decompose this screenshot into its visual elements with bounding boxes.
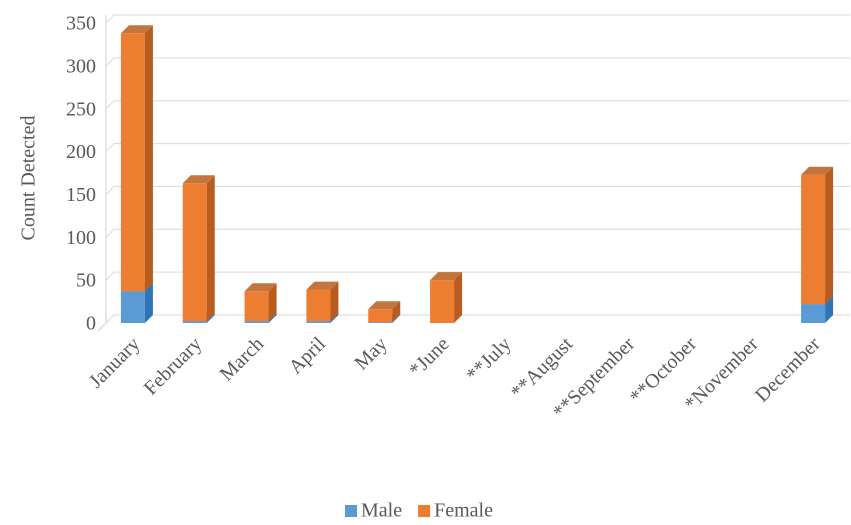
bar-top xyxy=(182,175,215,184)
bar xyxy=(368,322,393,323)
legend-label: Female xyxy=(434,500,493,522)
bar-top xyxy=(801,166,834,175)
bar xyxy=(244,321,269,323)
grid-line xyxy=(105,14,850,24)
x-tick-label: December xyxy=(751,333,825,407)
bar xyxy=(306,321,331,323)
legend-swatch xyxy=(418,505,431,517)
bar-top xyxy=(368,301,401,310)
bar xyxy=(368,309,393,323)
grid-line xyxy=(105,228,850,238)
x-tick-label: April xyxy=(285,333,331,379)
bar-side xyxy=(144,25,153,292)
bar xyxy=(430,280,455,323)
bar-side xyxy=(454,272,463,323)
grid-line xyxy=(105,185,850,195)
bar-top xyxy=(244,283,277,292)
y-tick-label: 150 xyxy=(66,184,96,206)
y-tick-label: 350 xyxy=(66,13,96,35)
x-tick-label: May xyxy=(350,333,391,374)
y-tick-label: 50 xyxy=(76,270,96,292)
bar-top xyxy=(430,272,463,281)
grid-line xyxy=(105,271,850,281)
bar-side xyxy=(330,313,339,323)
bar-side xyxy=(392,314,401,323)
legend-swatch xyxy=(345,505,357,517)
y-tick-label: 300 xyxy=(66,55,96,77)
y-tick-label: 0 xyxy=(86,313,96,335)
y-tick-label: 100 xyxy=(66,227,96,249)
bar-side xyxy=(206,313,215,323)
grid-line xyxy=(105,57,850,67)
bar-side xyxy=(144,283,153,323)
bar xyxy=(120,33,145,292)
bar-side xyxy=(825,166,834,305)
bar xyxy=(244,291,269,322)
bar xyxy=(182,183,207,322)
y-tick-label: 250 xyxy=(66,98,96,120)
bar xyxy=(801,174,826,305)
grid-line xyxy=(105,143,850,152)
bar-side xyxy=(268,283,277,322)
axis-line xyxy=(97,322,107,332)
x-tick-label: March xyxy=(216,333,268,385)
bar-side xyxy=(268,313,277,323)
x-tick-label: February xyxy=(140,333,207,400)
bar-top xyxy=(306,281,339,290)
y-axis-title: Count Detected xyxy=(18,116,40,241)
x-tick-label: *June xyxy=(405,333,454,382)
bar xyxy=(801,304,826,323)
bar-side xyxy=(206,175,215,322)
y-tick-label: 200 xyxy=(66,141,96,163)
grid-line xyxy=(105,100,850,110)
bar-side xyxy=(330,281,339,322)
bar xyxy=(120,291,145,323)
legend-label: Male xyxy=(361,500,402,522)
x-tick-label: **July xyxy=(462,333,515,386)
grid-line xyxy=(105,314,850,324)
bar-side xyxy=(392,301,401,323)
bar-top xyxy=(120,25,153,34)
bar xyxy=(182,321,207,323)
x-tick-label: January xyxy=(85,333,145,393)
bar-side xyxy=(825,296,834,323)
bar xyxy=(306,289,331,322)
